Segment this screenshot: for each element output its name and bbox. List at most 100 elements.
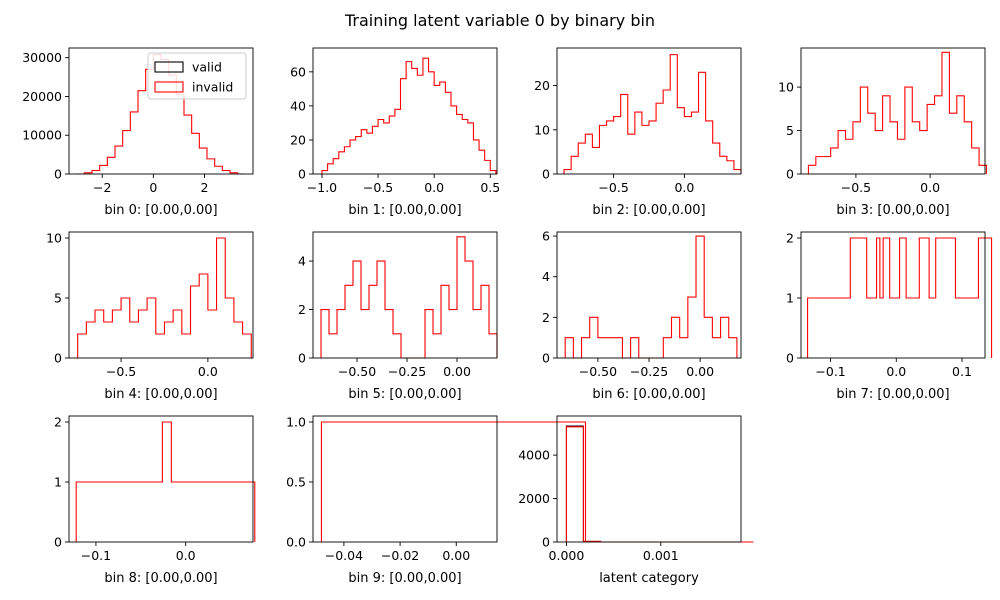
ytick-label-5-0: 0 bbox=[298, 351, 306, 366]
series-invalid-8 bbox=[75, 421, 256, 542]
ytick-label-0-1: 10000 bbox=[22, 128, 62, 143]
xtick-label-5-2: 0.00 bbox=[443, 364, 471, 379]
subplot-4: −0.5 0.0 0 5 10 bin 4: [0.00,0.00] bbox=[46, 231, 254, 402]
subplot-8: −0.1 0.0 0 1 2 bin 8: [0.00,0.00] bbox=[54, 415, 256, 586]
series-invalid-1 bbox=[321, 57, 497, 174]
ytick-label-10-1: 2000 bbox=[518, 491, 550, 506]
ytick-label-8-1: 1 bbox=[54, 475, 62, 490]
ytick-label-1-0: 0 bbox=[298, 167, 306, 182]
ytick-label-4-1: 5 bbox=[54, 291, 62, 306]
xlabel-3: bin 3: [0.00,0.00] bbox=[836, 203, 949, 218]
xtick-label-10-0: 0.000 bbox=[549, 548, 585, 563]
legend-label-invalid: invalid bbox=[192, 80, 233, 95]
xtick-label-0-0: −2 bbox=[93, 180, 111, 195]
xtick-label-9-2: 0.00 bbox=[442, 548, 470, 563]
ytick-label-8-2: 2 bbox=[54, 415, 62, 430]
xtick-label-8-1: 0.0 bbox=[176, 548, 196, 563]
xtick-label-0-2: 2 bbox=[200, 180, 208, 195]
axes-frame-0 bbox=[68, 47, 254, 175]
xtick-label-9-1: −0.02 bbox=[381, 548, 419, 563]
xtick-label-6-0: −0.50 bbox=[579, 364, 617, 379]
series-invalid-2 bbox=[563, 54, 742, 174]
ytick-label-6-3: 6 bbox=[542, 229, 550, 244]
figure-title: Training latent variable 0 by binary bin bbox=[344, 11, 655, 30]
ytick-label-0-3: 30000 bbox=[22, 50, 62, 65]
xlabel-4: bin 4: [0.00,0.00] bbox=[104, 387, 217, 402]
xtick-label-1-0: −1.0 bbox=[307, 180, 337, 195]
series-invalid-9 bbox=[320, 421, 587, 542]
ytick-label-3-2: 10 bbox=[778, 80, 794, 95]
xlabel-8: bin 8: [0.00,0.00] bbox=[104, 571, 217, 586]
xtick-label-3-0: −0.5 bbox=[841, 180, 871, 195]
legend-swatch-valid bbox=[154, 61, 184, 73]
series-valid-10 bbox=[565, 425, 754, 543]
ytick-label-3-0: 0 bbox=[786, 167, 794, 182]
xtick-label-0-1: 0 bbox=[149, 180, 157, 195]
series-invalid-4 bbox=[77, 237, 252, 358]
ytick-label-8-0: 0 bbox=[54, 535, 62, 550]
subplot-5: −0.50 −0.25 0.00 0 2 4 bin 5: [0.00,0.00] bbox=[298, 231, 498, 402]
ytick-label-2-1: 10 bbox=[534, 122, 550, 137]
xtick-label-1-2: 0.0 bbox=[424, 180, 444, 195]
axes-frame-3 bbox=[800, 47, 986, 175]
ytick-label-3-1: 5 bbox=[786, 123, 794, 138]
xlabel-0: bin 0: [0.00,0.00] bbox=[104, 203, 217, 218]
ytick-label-9-0: 0.0 bbox=[286, 535, 306, 550]
ytick-label-1-3: 60 bbox=[290, 64, 306, 79]
ytick-label-0-2: 20000 bbox=[22, 89, 62, 104]
series-invalid-6 bbox=[564, 235, 738, 359]
ytick-label-6-1: 2 bbox=[542, 310, 550, 325]
subplot-7: −0.1 0.0 0.1 0 1 2 bin 7: [0.00,0.00] bbox=[786, 231, 993, 402]
ytick-label-4-0: 0 bbox=[54, 351, 62, 366]
subplot-1: −1.0 −0.5 0.0 0.5 0 20 40 60 bin 1: [0.00,0.00] bbox=[290, 47, 500, 218]
axes-frame-9 bbox=[312, 415, 498, 543]
ytick-label-7-0: 0 bbox=[786, 351, 794, 366]
ytick-label-9-2: 1.0 bbox=[286, 415, 306, 430]
xtick-label-10-1: 0.001 bbox=[643, 548, 679, 563]
ytick-label-7-2: 2 bbox=[786, 231, 794, 246]
xtick-label-6-2: 0.00 bbox=[686, 364, 714, 379]
ytick-label-5-1: 2 bbox=[298, 302, 306, 317]
ytick-label-6-0: 0 bbox=[542, 351, 550, 366]
xtick-label-7-2: 0.1 bbox=[952, 364, 972, 379]
xlabel-5: bin 5: [0.00,0.00] bbox=[348, 387, 461, 402]
legend-label-valid: valid bbox=[192, 60, 222, 75]
subplot-3: −0.5 0.0 0 5 10 bin 3: [0.00,0.00] bbox=[778, 47, 988, 218]
legend: valid invalid bbox=[147, 52, 247, 100]
ytick-label-1-2: 40 bbox=[290, 98, 306, 113]
subplot-9: −0.04 −0.02 0.00 0.0 0.5 1.0 bin 9: [0.00,0.00… bbox=[286, 415, 587, 586]
xtick-label-5-0: −0.50 bbox=[338, 364, 376, 379]
xlabel-2: bin 2: [0.00,0.00] bbox=[592, 203, 705, 218]
ytick-label-6-2: 4 bbox=[542, 269, 550, 284]
subplot-6: −0.50 −0.25 0.00 0 2 4 6 bin 6: [0.00,0.00] bbox=[542, 229, 742, 402]
xtick-label-3-1: 0.0 bbox=[920, 180, 940, 195]
ytick-label-10-0: 0 bbox=[542, 535, 550, 550]
axes-frame-1 bbox=[312, 47, 498, 175]
axes-frame-7 bbox=[800, 231, 986, 359]
xtick-label-6-1: −0.25 bbox=[630, 364, 668, 379]
ytick-label-9-1: 0.5 bbox=[286, 475, 306, 490]
axes-frame-8 bbox=[68, 415, 254, 543]
xtick-label-7-1: 0.0 bbox=[886, 364, 906, 379]
ytick-label-10-2: 4000 bbox=[518, 448, 550, 463]
xtick-label-8-0: −0.1 bbox=[81, 548, 111, 563]
subplot-0: −2 0 2 0 10000 20000 30000 bin 0: [0.00,0.00] bbox=[22, 47, 254, 218]
axes-frame-4 bbox=[68, 231, 254, 359]
xtick-label-9-0: −0.04 bbox=[325, 548, 363, 563]
xlabel-7: bin 7: [0.00,0.00] bbox=[836, 387, 949, 402]
ytick-label-4-2: 10 bbox=[46, 231, 62, 246]
ytick-label-7-1: 1 bbox=[786, 291, 794, 306]
ytick-label-0-0: 0 bbox=[54, 167, 62, 182]
xtick-label-2-1: 0.0 bbox=[674, 180, 694, 195]
xlabel-10: latent category bbox=[599, 571, 699, 586]
xtick-label-5-1: −0.25 bbox=[388, 364, 426, 379]
ytick-label-5-2: 4 bbox=[298, 254, 306, 269]
xtick-label-1-1: −0.5 bbox=[363, 180, 393, 195]
subplot-2: −0.5 0.0 0 10 20 bin 2: [0.00,0.00] bbox=[534, 47, 742, 218]
xlabel-1: bin 1: [0.00,0.00] bbox=[348, 203, 461, 218]
axes-frame-2 bbox=[556, 47, 742, 175]
ytick-label-1-1: 20 bbox=[290, 132, 306, 147]
xtick-label-4-0: −0.5 bbox=[106, 364, 136, 379]
